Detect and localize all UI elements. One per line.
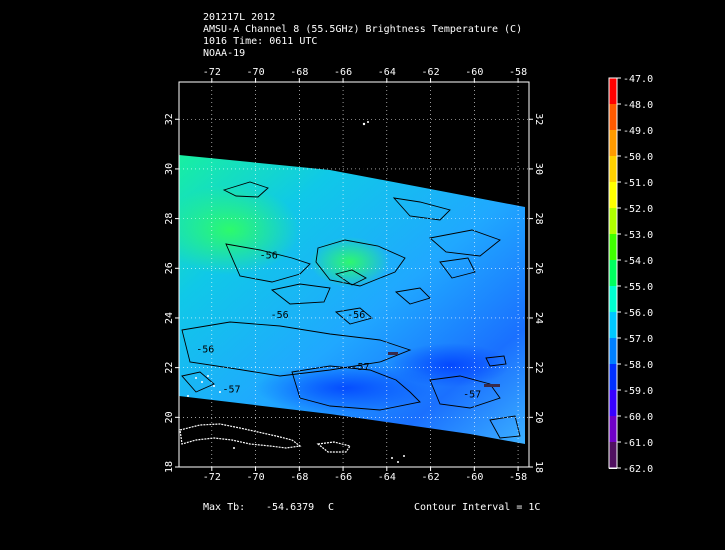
lat-tick-label-right: 24 — [533, 312, 544, 324]
contour-label: -57 — [352, 362, 370, 373]
lat-tick-label-left: 26 — [164, 262, 175, 274]
lat-tick-label-right: 26 — [533, 262, 544, 274]
lon-tick-label-bottom: -64 — [378, 472, 396, 483]
lat-tick-label-left: 20 — [164, 411, 175, 423]
lat-tick-label-left: 18 — [164, 461, 175, 473]
lon-tick-label-top: -58 — [509, 67, 527, 78]
contour-label: -56 — [260, 250, 278, 261]
lat-tick-label-right: 22 — [533, 362, 544, 374]
lon-tick-label-bottom: -62 — [422, 472, 440, 483]
lat-tick-label-left: 30 — [164, 163, 175, 175]
contour-label: -57 — [452, 178, 470, 189]
lat-tick-label-right: 20 — [533, 411, 544, 423]
colorbar-label: -61.0 — [623, 438, 653, 449]
lon-tick-label-bottom: -66 — [334, 472, 352, 483]
max-tb-value: -54.6379 — [266, 502, 315, 513]
map-axes: -72 -72 -70 -70 -68 -68 -66 -66 -64 -64 -62 -62 -60 -… — [164, 67, 544, 483]
lon-tick-label-top: -60 — [465, 67, 483, 78]
cold-region — [390, 343, 510, 387]
lon-tick-label-bottom: -58 — [509, 472, 527, 483]
contour-interval: Contour Interval = 1C — [414, 502, 541, 513]
lat-tick-label-right: 32 — [533, 113, 544, 125]
colorbar-segment — [609, 364, 617, 390]
colorbar-segment — [609, 286, 617, 312]
warm-region — [310, 237, 390, 287]
colorbar-segment — [609, 416, 617, 442]
colorbar-label: -57.0 — [623, 334, 653, 345]
coastline — [179, 121, 405, 463]
lon-tick-label-bottom: -70 — [247, 472, 265, 483]
lat-tick-label-left: 32 — [164, 113, 175, 125]
colorbar-label: -53.0 — [623, 230, 653, 241]
lat-tick-label-right: 28 — [533, 213, 544, 225]
colorbar-segment — [609, 182, 617, 208]
colorbar-segment — [609, 156, 617, 182]
contour-label: -56 — [271, 310, 289, 321]
lon-tick-label-top: -72 — [203, 67, 221, 78]
contour-label: -57 — [222, 384, 240, 395]
contour-label: -57 — [347, 166, 365, 177]
cold-region — [255, 363, 435, 413]
colorbar-label: -49.0 — [623, 126, 653, 137]
lat-tick-label-left: 28 — [164, 213, 175, 225]
colorbar-label: -56.0 — [623, 308, 653, 319]
lat-tick-label-left: 22 — [164, 362, 175, 374]
lat-tick-label-right: 30 — [533, 163, 544, 175]
lon-tick-label-top: -68 — [290, 67, 308, 78]
colorbar-segment — [609, 104, 617, 130]
colorbar-segment — [609, 312, 617, 338]
colorbar-label: -51.0 — [623, 178, 653, 189]
graticule — [179, 82, 529, 467]
title-line-4: NOAA-19 — [203, 48, 246, 59]
colorbar: -47.0 -48.0 -49.0 -50.0 -51.0 -52.0 -53.0 -54.0… — [608, 74, 653, 475]
cold-cells — [388, 352, 500, 387]
lon-tick-label-bottom: -60 — [465, 472, 483, 483]
colorbar-label: -58.0 — [623, 360, 653, 371]
colorbar-segment — [609, 130, 617, 156]
colorbar-label: -48.0 — [623, 100, 653, 111]
lat-tick-label-right: 18 — [533, 461, 544, 473]
lon-tick-label-top: -70 — [247, 67, 265, 78]
lon-tick-label-top: -64 — [378, 67, 396, 78]
colorbar-frame — [608, 77, 618, 469]
data-layer: -57 -57 -56 -56 -56 -56 -57 -57 -57 — [179, 82, 529, 467]
colorbar-label: -52.0 — [623, 204, 653, 215]
colorbar-label: -47.0 — [623, 74, 653, 85]
contour-label: -56 — [347, 310, 365, 321]
colorbar-segment — [609, 338, 617, 364]
title-line-1: 201217L 2012 — [203, 12, 276, 23]
max-tb-unit: C — [328, 502, 335, 513]
contour-label: -56 — [196, 345, 214, 356]
warm-region — [179, 185, 300, 275]
colorbar-segment — [609, 78, 617, 104]
lat-tick-label-left: 24 — [164, 312, 175, 324]
colorbar-label: -62.0 — [623, 464, 653, 475]
colorbar-label: -54.0 — [623, 256, 653, 267]
lon-tick-label-top: -66 — [334, 67, 352, 78]
title-line-3: 1016 Time: 0611 UTC — [203, 36, 318, 47]
colorbar-label: -59.0 — [623, 386, 653, 397]
colorbar-label: -55.0 — [623, 282, 653, 293]
contour-labels: -57 -57 -56 -56 -56 -56 -57 -57 -57 — [196, 166, 481, 401]
colorbar-segment — [609, 442, 617, 468]
title-line-2: AMSU-A Channel 8 (55.5GHz) Brightness Te… — [203, 24, 523, 35]
contour-lines — [181, 181, 521, 439]
colorbar-segment — [609, 208, 617, 234]
contour-label: -57 — [463, 389, 481, 400]
max-tb-label: Max Tb: — [203, 502, 246, 513]
map-frame — [178, 81, 530, 468]
colorbar-segment — [609, 234, 617, 260]
lon-tick-label-bottom: -72 — [203, 472, 221, 483]
lon-tick-label-top: -62 — [422, 67, 440, 78]
colorbar-label: -60.0 — [623, 412, 653, 423]
colorbar-segment — [609, 390, 617, 416]
colorbar-label: -50.0 — [623, 152, 653, 163]
colorbar-segment — [609, 260, 617, 286]
lon-tick-label-bottom: -68 — [290, 472, 308, 483]
